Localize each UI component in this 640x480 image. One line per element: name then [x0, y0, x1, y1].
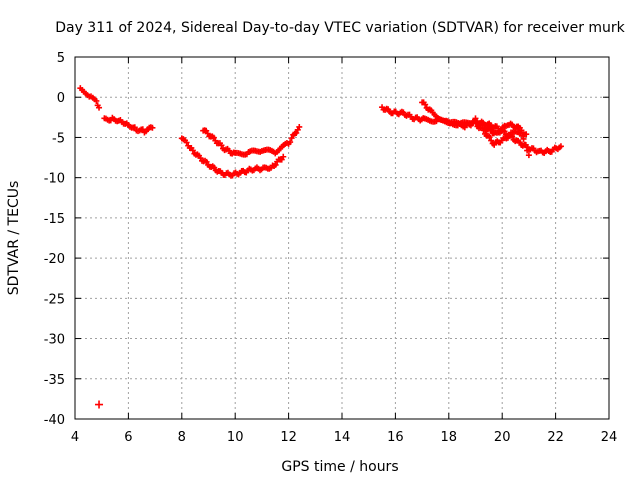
data-point — [96, 104, 103, 111]
data-point — [218, 142, 225, 149]
data-point — [522, 141, 529, 148]
data-point — [288, 135, 295, 142]
data-point — [520, 135, 527, 142]
x-tick-label: 18 — [441, 430, 458, 445]
x-tick-label: 4 — [71, 430, 79, 445]
x-tick-label: 16 — [387, 430, 404, 445]
x-tick-label: 14 — [334, 430, 351, 445]
x-tick-label: 10 — [227, 430, 244, 445]
grid — [75, 57, 609, 419]
axis-ticks: 4 6 8 10 12 14 16 18 20 22 24 5 0 -5 -10 -15 -20 -25 -30 -3… — [44, 51, 618, 445]
data-point — [95, 400, 104, 409]
y-tick-label: 5 — [57, 51, 65, 66]
data-point — [557, 143, 564, 150]
data-point — [524, 147, 531, 154]
data-point — [280, 153, 287, 160]
y-tick-label: -10 — [44, 172, 65, 187]
data-point — [525, 152, 532, 159]
y-tick-label: 0 — [57, 91, 65, 106]
data-point — [189, 147, 196, 154]
data-point — [422, 101, 429, 108]
data-point — [480, 122, 487, 129]
data-point — [287, 139, 294, 146]
data-point — [149, 124, 156, 131]
data-point — [498, 127, 505, 134]
y-tick-label: -30 — [44, 333, 65, 348]
x-tick-label: 6 — [124, 430, 132, 445]
x-tick-label: 12 — [280, 430, 297, 445]
chart-title: Day 311 of 2024, Sidereal Day-to-day VTE… — [55, 20, 625, 36]
y-tick-label: -25 — [44, 292, 65, 307]
x-tick-label: 8 — [178, 430, 186, 445]
x-tick-label: 20 — [494, 430, 511, 445]
data-point — [183, 139, 190, 146]
y-axis-label: SDTVAR / TECUs — [6, 181, 22, 296]
y-tick-label: -5 — [52, 131, 65, 146]
data-point — [203, 158, 210, 165]
data-point — [296, 123, 303, 130]
data-points — [77, 85, 564, 409]
data-point — [131, 124, 138, 131]
data-point — [93, 97, 100, 104]
x-axis-label: GPS time / hours — [281, 459, 398, 475]
y-tick-label: -15 — [44, 212, 65, 227]
x-tick-label: 22 — [547, 430, 564, 445]
data-point — [486, 134, 493, 141]
x-tick-label: 24 — [601, 430, 618, 445]
y-tick-label: -40 — [44, 413, 65, 428]
data-point — [523, 131, 530, 138]
data-point — [272, 161, 279, 168]
y-tick-label: -35 — [44, 373, 65, 388]
y-tick-label: -20 — [44, 252, 65, 267]
data-point — [293, 129, 300, 136]
